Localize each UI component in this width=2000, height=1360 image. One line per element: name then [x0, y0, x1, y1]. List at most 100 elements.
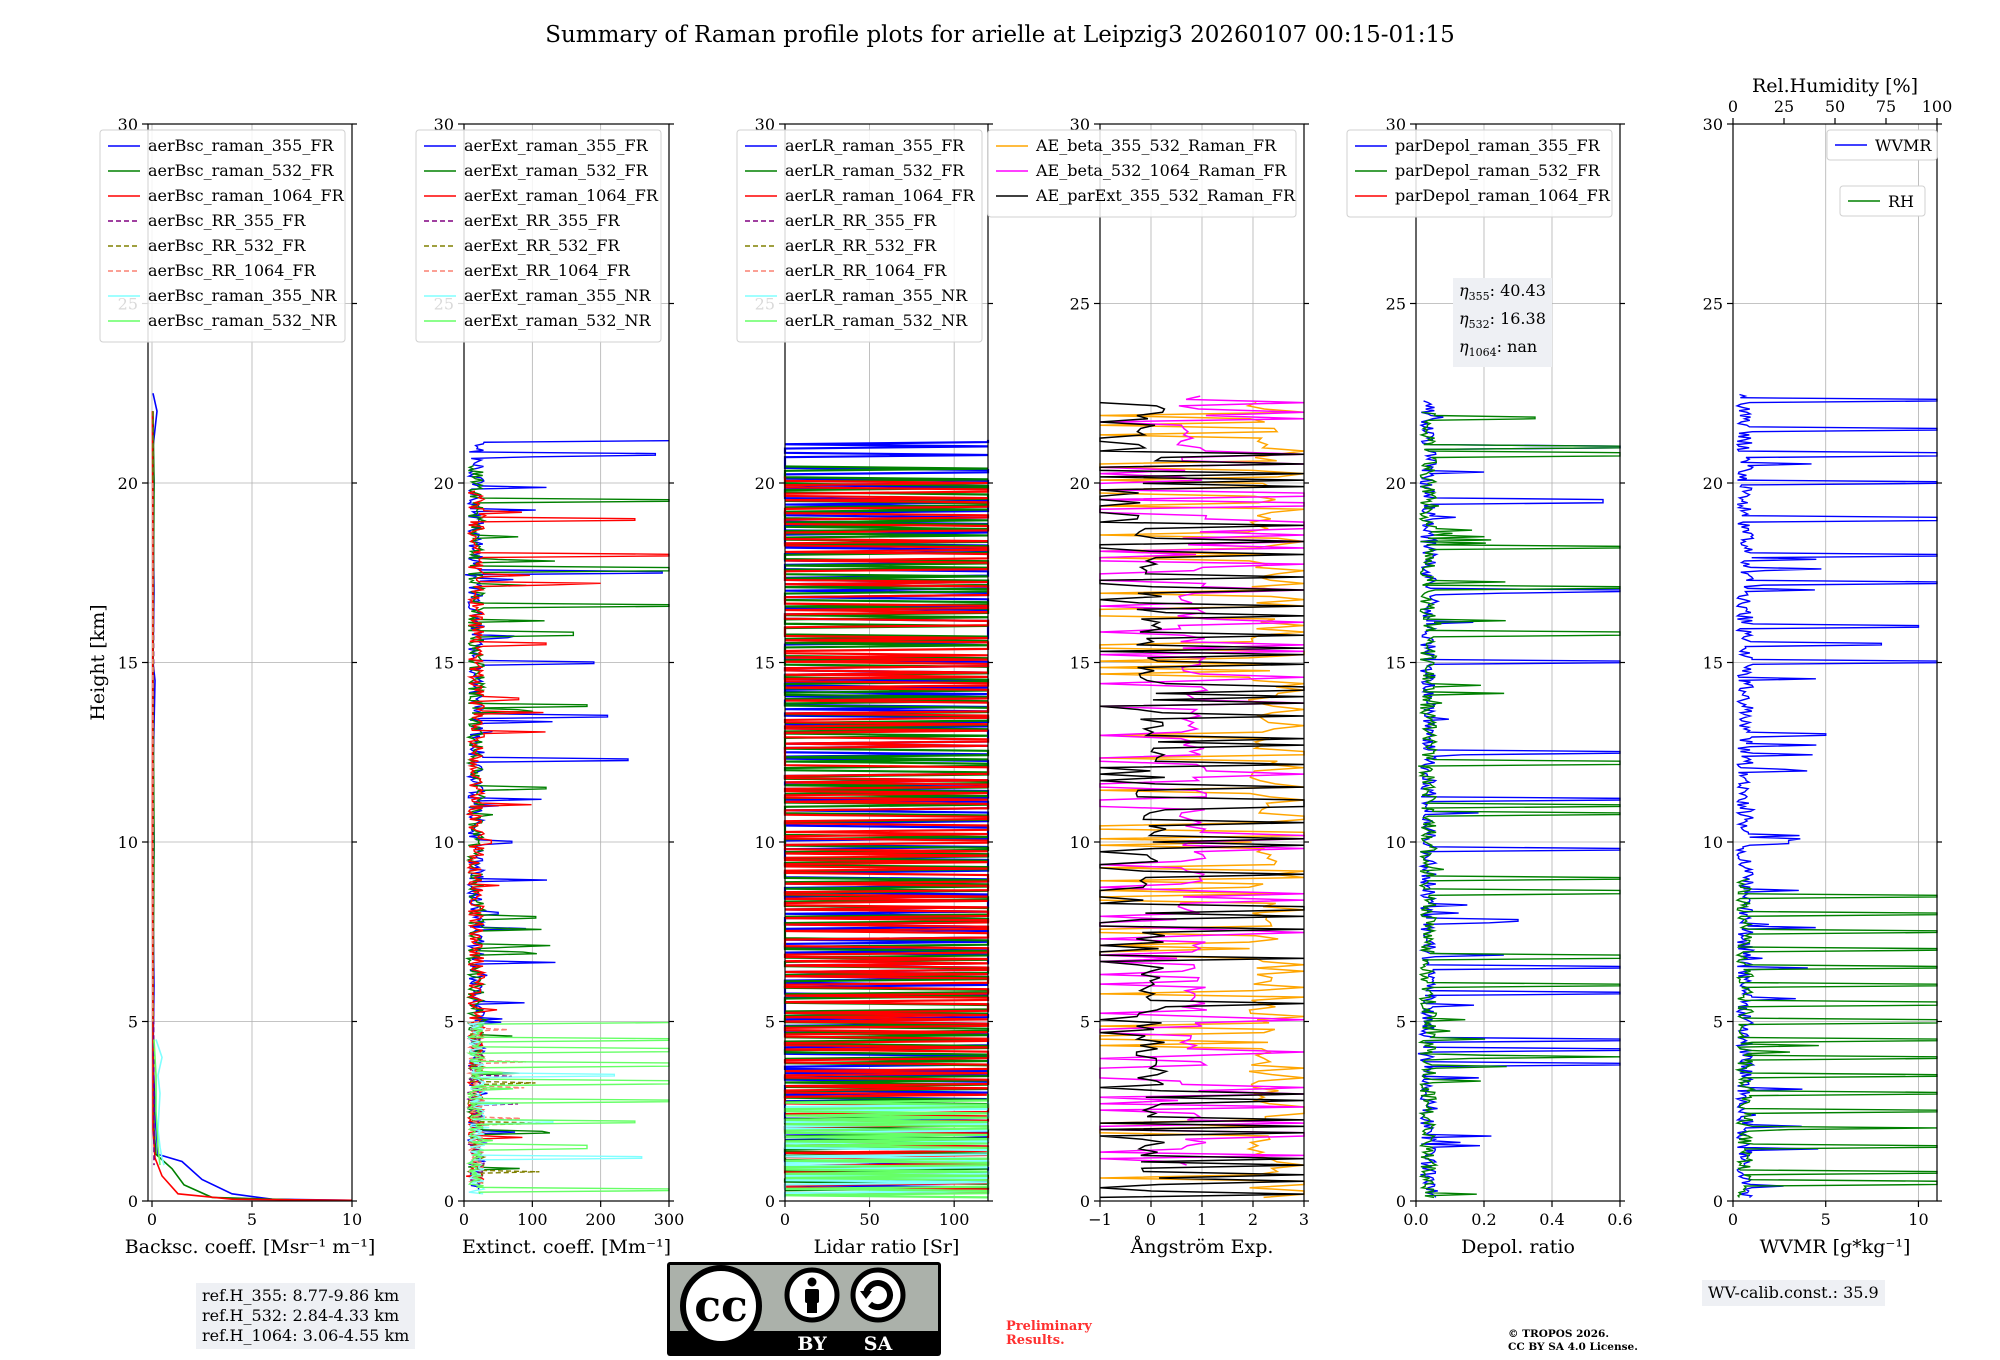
reference-height-box: ref.H_355: 8.77-9.86 km ref.H_532: 2.84-…	[196, 1283, 416, 1349]
ytick-label-1: 5	[1396, 1013, 1406, 1032]
xtick2-label-2: 50	[1825, 97, 1845, 116]
ytick-label-6: 30	[434, 115, 454, 134]
xtick-label-2: 10	[342, 1210, 362, 1229]
xtick-label-3: 2	[1248, 1210, 1258, 1229]
by-text: BY	[797, 1333, 827, 1355]
copyright-note: © TROPOS 2026. CC BY SA 4.0 License.	[1508, 1328, 1638, 1354]
ytick-label-0: 0	[444, 1192, 454, 1211]
legend-label-1: aerLR_raman_532_FR	[785, 161, 965, 180]
legend-label-3: aerExt_RR_355_FR	[464, 211, 621, 230]
ytick-label-6: 30	[118, 115, 138, 134]
ytick-label-1: 5	[444, 1013, 454, 1032]
ytick-label-3: 15	[1386, 654, 1406, 673]
series-group	[1417, 400, 1621, 1199]
plot-depol-ratio: 0.0 0.2 0.4 0.6 0 5 10 15 20 25 30 Depol. ratio parD…	[1346, 115, 1633, 1258]
legend-label-5: aerLR_RR_1064_FR	[785, 261, 947, 280]
legend-WVMR: WVMR	[1826, 129, 1938, 161]
legend: aerLR_raman_355_FR aerLR_raman_532_FR aerL…	[736, 129, 983, 343]
wv-calib-box: WV-calib.const.: 35.9	[1702, 1280, 1885, 1306]
xtick-label-0: −1	[1088, 1210, 1112, 1229]
legend-label-1: aerExt_raman_532_FR	[464, 161, 649, 180]
legend-box	[736, 129, 983, 343]
legend-label-4: aerExt_RR_532_FR	[464, 236, 621, 255]
xtick-label-1: 50	[859, 1210, 879, 1229]
ytick-label-2: 10	[118, 833, 138, 852]
legend-label-5: aerExt_RR_1064_FR	[464, 261, 631, 280]
sa-text: SA	[864, 1333, 893, 1355]
figure-title: Summary of Raman profile plots for ariel…	[545, 22, 1455, 48]
series-aerBsc_raman_532_NR	[153, 1039, 161, 1166]
legend-label-7: aerLR_raman_532_NR	[785, 311, 968, 330]
x-axis-label: Backsc. coeff. [Msr⁻¹ m⁻¹]	[125, 1236, 376, 1258]
xtick-label-0: 0.0	[1403, 1210, 1428, 1229]
legend: parDepol_raman_355_FR parDepol_raman_532_…	[1346, 129, 1613, 218]
legend-label-4: aerLR_RR_532_FR	[785, 236, 937, 255]
xtick-label-1: 0	[1146, 1210, 1156, 1229]
eta-box: η355: 40.43 η532: 16.38 η1064: nan	[1453, 278, 1552, 367]
ytick-label-4: 20	[755, 474, 775, 493]
ytick-label-6: 30	[1703, 115, 1723, 134]
legend-label-2: parDepol_raman_1064_FR	[1395, 186, 1611, 205]
preliminary-line-1: Preliminary	[1006, 1319, 1092, 1334]
copyright-line-2: CC BY SA 4.0 License.	[1508, 1341, 1638, 1353]
xtick-label-3: 0.6	[1607, 1210, 1632, 1229]
legend-label-2: AE_parExt_355_532_Raman_FR	[1035, 186, 1296, 205]
series-aerLR_raman_1064_FR	[783, 476, 990, 1195]
legend-box	[99, 129, 346, 343]
legend-label-0: AE_beta_355_532_Raman_FR	[1035, 136, 1277, 155]
x2-axis-label: Rel.Humidity [%]	[1752, 75, 1918, 97]
copyright-line-1: © TROPOS 2026.	[1508, 1328, 1610, 1340]
preliminary-line-2: Results.	[1006, 1333, 1065, 1348]
ytick-label-5: 25	[1070, 295, 1090, 314]
legend-box	[1346, 129, 1613, 218]
legend-label-5: aerBsc_RR_1064_FR	[148, 261, 317, 280]
legend: aerExt_raman_355_FR aerExt_raman_532_FRae…	[415, 129, 662, 343]
eta-532: η532: 16.38	[1459, 309, 1546, 332]
xtick-label-2: 0.4	[1539, 1210, 1564, 1229]
preliminary-note: Preliminary Results.	[1006, 1320, 1092, 1348]
legend: aerBsc_raman_355_FR aerBsc_raman_532_FRae…	[99, 129, 346, 343]
xtick-label-1: 5	[247, 1210, 257, 1229]
ytick-label-2: 10	[1070, 833, 1090, 852]
ytick-label-4: 20	[118, 474, 138, 493]
legend-label-7: aerBsc_raman_532_NR	[148, 311, 337, 330]
ytick-label-2: 10	[1386, 833, 1406, 852]
legend-label-0: aerExt_raman_355_FR	[464, 136, 649, 155]
legend-label-7: aerExt_raman_532_NR	[464, 311, 652, 330]
legend-label: RH	[1888, 192, 1914, 211]
xtick-label-1: 100	[517, 1210, 548, 1229]
xtick-label-2: 200	[585, 1210, 616, 1229]
legend-label-3: aerBsc_RR_355_FR	[148, 211, 306, 230]
legend-label-1: parDepol_raman_532_FR	[1395, 161, 1601, 180]
series-group	[1734, 393, 1938, 1198]
series-aerBsc_raman_532_FR	[152, 411, 313, 1202]
plot-lidar-ratio: 050100051015202530Lidar ratio [Sr]aerLR_…	[736, 115, 993, 1258]
ytick-label-4: 20	[1386, 474, 1406, 493]
ytick-label-5: 25	[1386, 295, 1406, 314]
legend-label-2: aerLR_raman_1064_FR	[785, 186, 975, 205]
legend-box	[987, 129, 1297, 218]
refh-1064: ref.H_1064: 3.06-4.55 km	[202, 1326, 410, 1345]
plot-backscatter: 0510051015202530Backsc. coeff. [Msr⁻¹ m⁻…	[87, 115, 375, 1258]
xtick-label-0: 0	[780, 1210, 790, 1229]
legend-label-4: aerBsc_RR_532_FR	[148, 236, 306, 255]
ytick-label-1: 5	[128, 1013, 138, 1032]
ytick-label-0: 0	[765, 1192, 775, 1211]
legend-label-1: aerBsc_raman_532_FR	[148, 161, 334, 180]
legend-label-6: aerExt_raman_355_NR	[464, 286, 652, 305]
ytick-label-0: 0	[128, 1192, 138, 1211]
eta-1064: η1064: nan	[1459, 337, 1538, 360]
ytick-label-3: 15	[755, 654, 775, 673]
ytick-label-0: 0	[1080, 1192, 1090, 1211]
legend-label-0: parDepol_raman_355_FR	[1395, 136, 1601, 155]
y-axis-label: Height [km]	[87, 604, 109, 720]
xtick-label-0: 0	[1728, 1210, 1738, 1229]
legend-label-2: aerBsc_raman_1064_FR	[148, 186, 345, 205]
ytick-label-0: 0	[1396, 1192, 1406, 1211]
series-aerExt_RR_1064_FR	[465, 1020, 527, 1184]
cc-by-sa-logo: cc BY SA	[667, 1262, 941, 1356]
ytick-label-1: 5	[1080, 1013, 1090, 1032]
xtick-label-0: 0	[459, 1210, 469, 1229]
